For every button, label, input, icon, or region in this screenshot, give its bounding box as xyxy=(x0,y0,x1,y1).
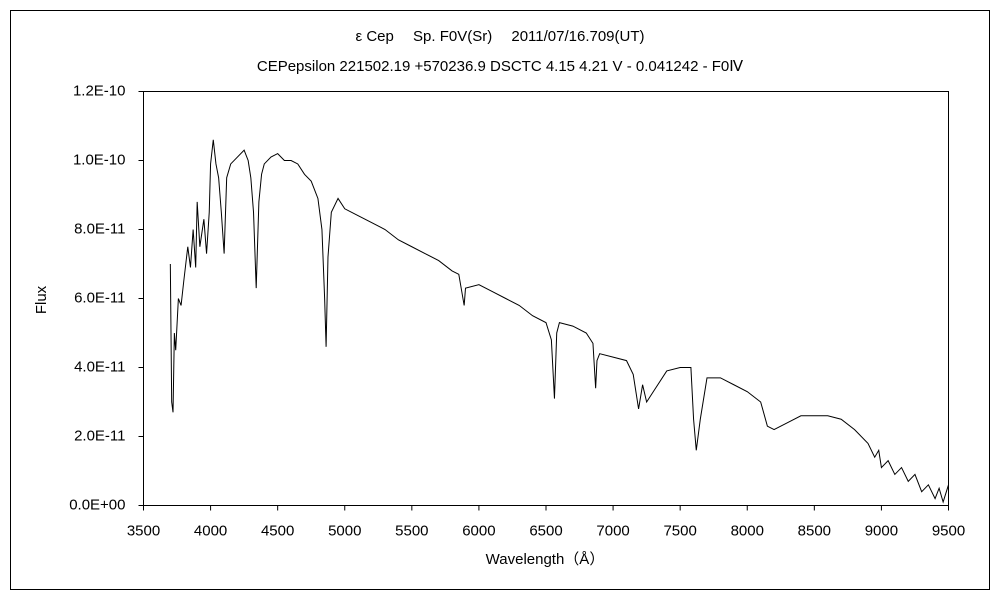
x-tick-label: 5000 xyxy=(328,522,361,539)
x-tick-label: 8000 xyxy=(731,522,764,539)
x-tick-label: 5500 xyxy=(395,522,428,539)
y-tick-label: 1.0E-10 xyxy=(73,151,126,168)
x-tick-label: 9500 xyxy=(932,522,965,539)
x-tick-label: 7500 xyxy=(663,522,696,539)
x-tick-label: 7000 xyxy=(596,522,629,539)
y-tick-label: 1.2E-10 xyxy=(73,82,126,99)
chart-border xyxy=(10,10,990,590)
chart-subtitle: CEPepsilon 221502.19 +570236.9 DSCTC 4.1… xyxy=(257,58,743,75)
y-tick-label: 2.0E-11 xyxy=(74,427,125,444)
spectrum-line xyxy=(169,139,949,504)
x-axis-label: Wavelength（Å） xyxy=(486,551,605,568)
y-tick-label: 6.0E-11 xyxy=(74,289,125,306)
y-tick-label: 4.0E-11 xyxy=(74,358,125,375)
x-tick-label: 4000 xyxy=(194,522,227,539)
y-tick-label: 8.0E-11 xyxy=(74,220,125,237)
y-tick-label: 0.0E+00 xyxy=(69,496,125,513)
x-tick-label: 6000 xyxy=(462,522,495,539)
x-tick-label: 4500 xyxy=(261,522,294,539)
x-tick-label: 8500 xyxy=(798,522,831,539)
y-axis-label: Flux xyxy=(33,285,50,314)
x-tick-label: 9000 xyxy=(865,522,898,539)
chart-title: ε Cep Sp. F0V(Sr) 2011/07/16.709(UT) xyxy=(355,28,644,45)
x-tick-label: 6500 xyxy=(529,522,562,539)
x-tick-label: 3500 xyxy=(127,522,160,539)
